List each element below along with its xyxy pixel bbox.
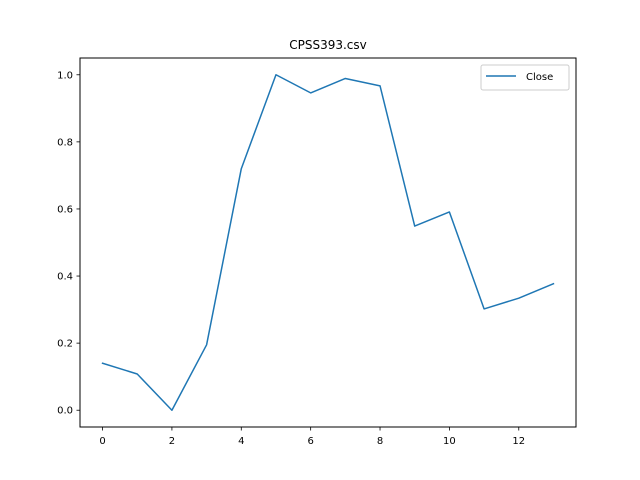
x-tick-label: 8 <box>377 436 383 447</box>
axes-frame <box>79 57 577 428</box>
x-tick-label: 0 <box>99 436 105 447</box>
x-tick-label: 4 <box>238 436 244 447</box>
x-tick-label: 2 <box>169 436 175 447</box>
y-tick-label: 0.2 <box>57 339 73 350</box>
plot-area: 0 2 4 6 8 10 12 0.0 0.2 0.4 0.6 0.8 1.0 <box>57 70 555 447</box>
y-tick-label: 0.4 <box>57 272 73 283</box>
x-tick-label: 6 <box>307 436 313 447</box>
x-tick-label: 10 <box>443 436 456 447</box>
y-tick-label: 0.0 <box>57 406 73 417</box>
chart-title: CPSS393.csv <box>289 38 367 52</box>
legend-label-close: Close <box>526 72 553 83</box>
series-line-close <box>101 74 555 411</box>
y-tick-label: 1.0 <box>57 70 73 81</box>
x-tick-label: 12 <box>512 436 525 447</box>
y-tick-label: 0.6 <box>57 204 73 215</box>
legend-box <box>480 64 570 91</box>
legend: Close <box>480 64 570 91</box>
y-tick-label: 0.8 <box>57 137 73 148</box>
